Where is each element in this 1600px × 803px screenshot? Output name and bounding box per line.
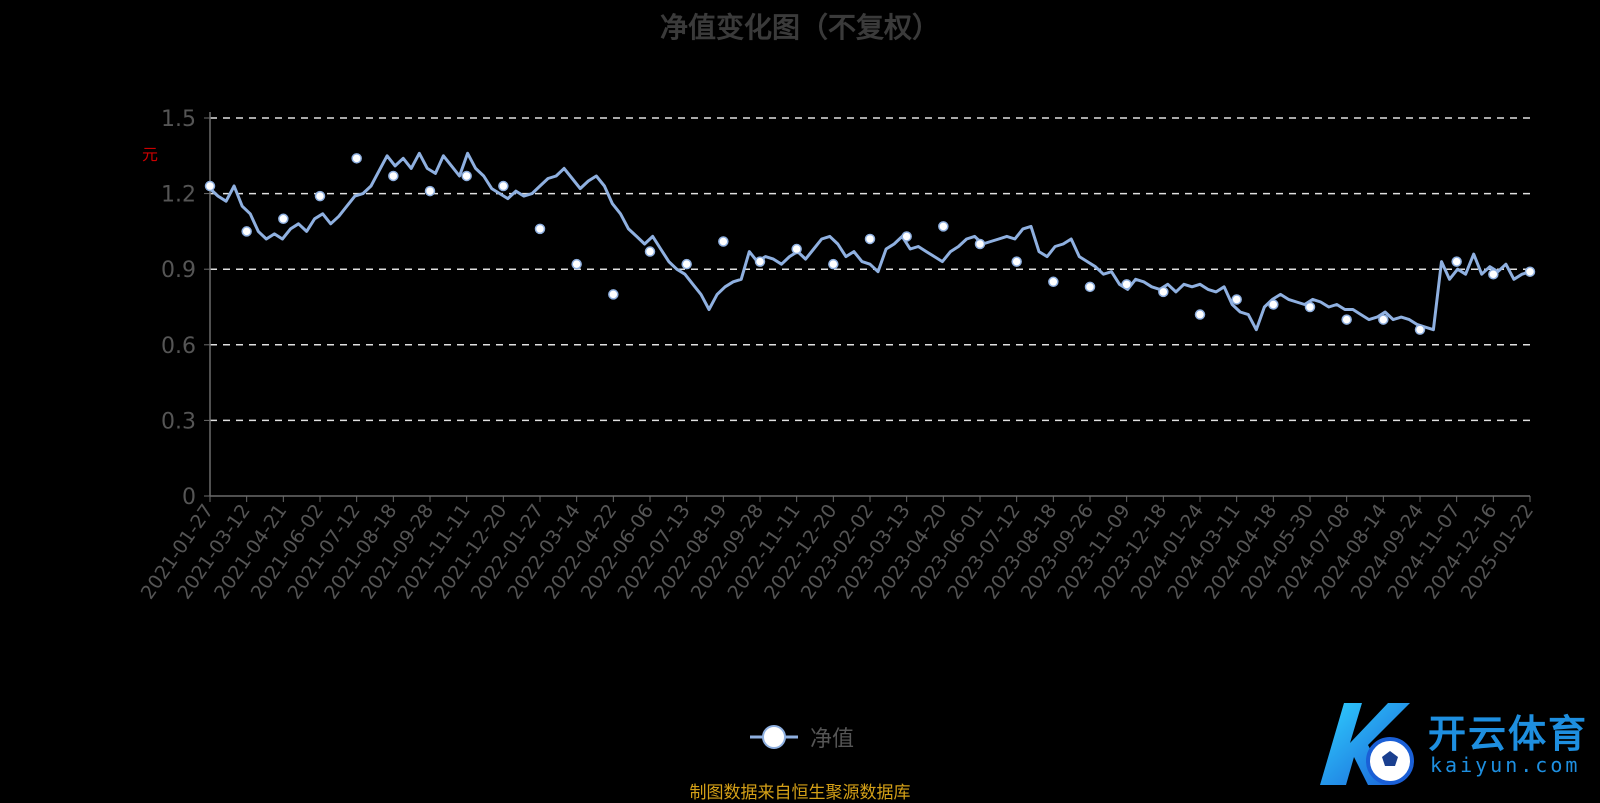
data-point <box>1048 276 1059 288</box>
data-point <box>1158 286 1169 298</box>
data-point <box>754 256 766 267</box>
data-point <box>864 233 876 245</box>
watermark-text-cn: 开云体育 <box>1428 712 1589 756</box>
kaiyun-logo-icon <box>1320 703 1414 785</box>
data-point <box>1451 256 1462 267</box>
source-note: 制图数据来自恒生聚源数据库 <box>689 783 911 803</box>
data-point <box>241 226 252 237</box>
data-point <box>314 190 326 202</box>
data-point <box>828 258 839 270</box>
data-point <box>1121 279 1132 290</box>
data-point <box>1341 314 1352 325</box>
data-point <box>388 170 399 182</box>
data-point <box>1378 314 1389 325</box>
data-point <box>718 236 729 247</box>
nav-line-chart: 00.30.60.91.21.52021-01-272021-03-122021… <box>137 107 1538 603</box>
data-point <box>498 180 509 192</box>
data-point <box>681 258 692 270</box>
y-tick-label: 0.9 <box>161 258 196 283</box>
y-axis-label: 元 <box>142 145 158 164</box>
data-point <box>791 243 802 255</box>
series-line <box>208 151 1531 332</box>
data-point <box>1524 266 1536 277</box>
y-tick-label: 0.3 <box>161 409 196 434</box>
data-point <box>424 185 436 197</box>
data-point <box>1231 294 1242 305</box>
data-point <box>1268 299 1279 310</box>
chart-title: 净值变化图（不复权） <box>659 11 940 44</box>
data-point <box>1011 256 1022 267</box>
data-point <box>644 246 656 257</box>
data-point <box>534 223 546 235</box>
legend-marker <box>750 725 798 749</box>
data-point <box>901 231 912 242</box>
data-point <box>974 238 986 250</box>
series-layer <box>204 151 1536 335</box>
data-point <box>278 213 289 225</box>
data-point <box>204 180 216 192</box>
data-point <box>938 221 949 232</box>
y-tick-label: 0 <box>182 485 196 510</box>
data-point <box>1084 281 1096 293</box>
data-point <box>1304 301 1316 313</box>
data-point <box>1488 268 1499 280</box>
axes: 00.30.60.91.21.52021-01-272021-03-122021… <box>137 107 1538 603</box>
data-point <box>1194 309 1206 320</box>
data-point <box>608 289 619 300</box>
legend[interactable]: 净值 <box>748 722 854 752</box>
data-point <box>1414 324 1426 335</box>
legend-label: 净值 <box>810 727 855 752</box>
watermark-logo: 开云体育 kaiyun.com <box>1310 695 1600 795</box>
watermark-text-en: kaiyun.com <box>1430 753 1581 777</box>
y-tick-label: 1.2 <box>161 183 196 208</box>
data-point <box>571 258 582 270</box>
data-point <box>461 170 472 182</box>
data-point <box>351 153 362 164</box>
y-tick-label: 1.5 <box>161 107 196 132</box>
y-tick-label: 0.6 <box>161 334 196 359</box>
